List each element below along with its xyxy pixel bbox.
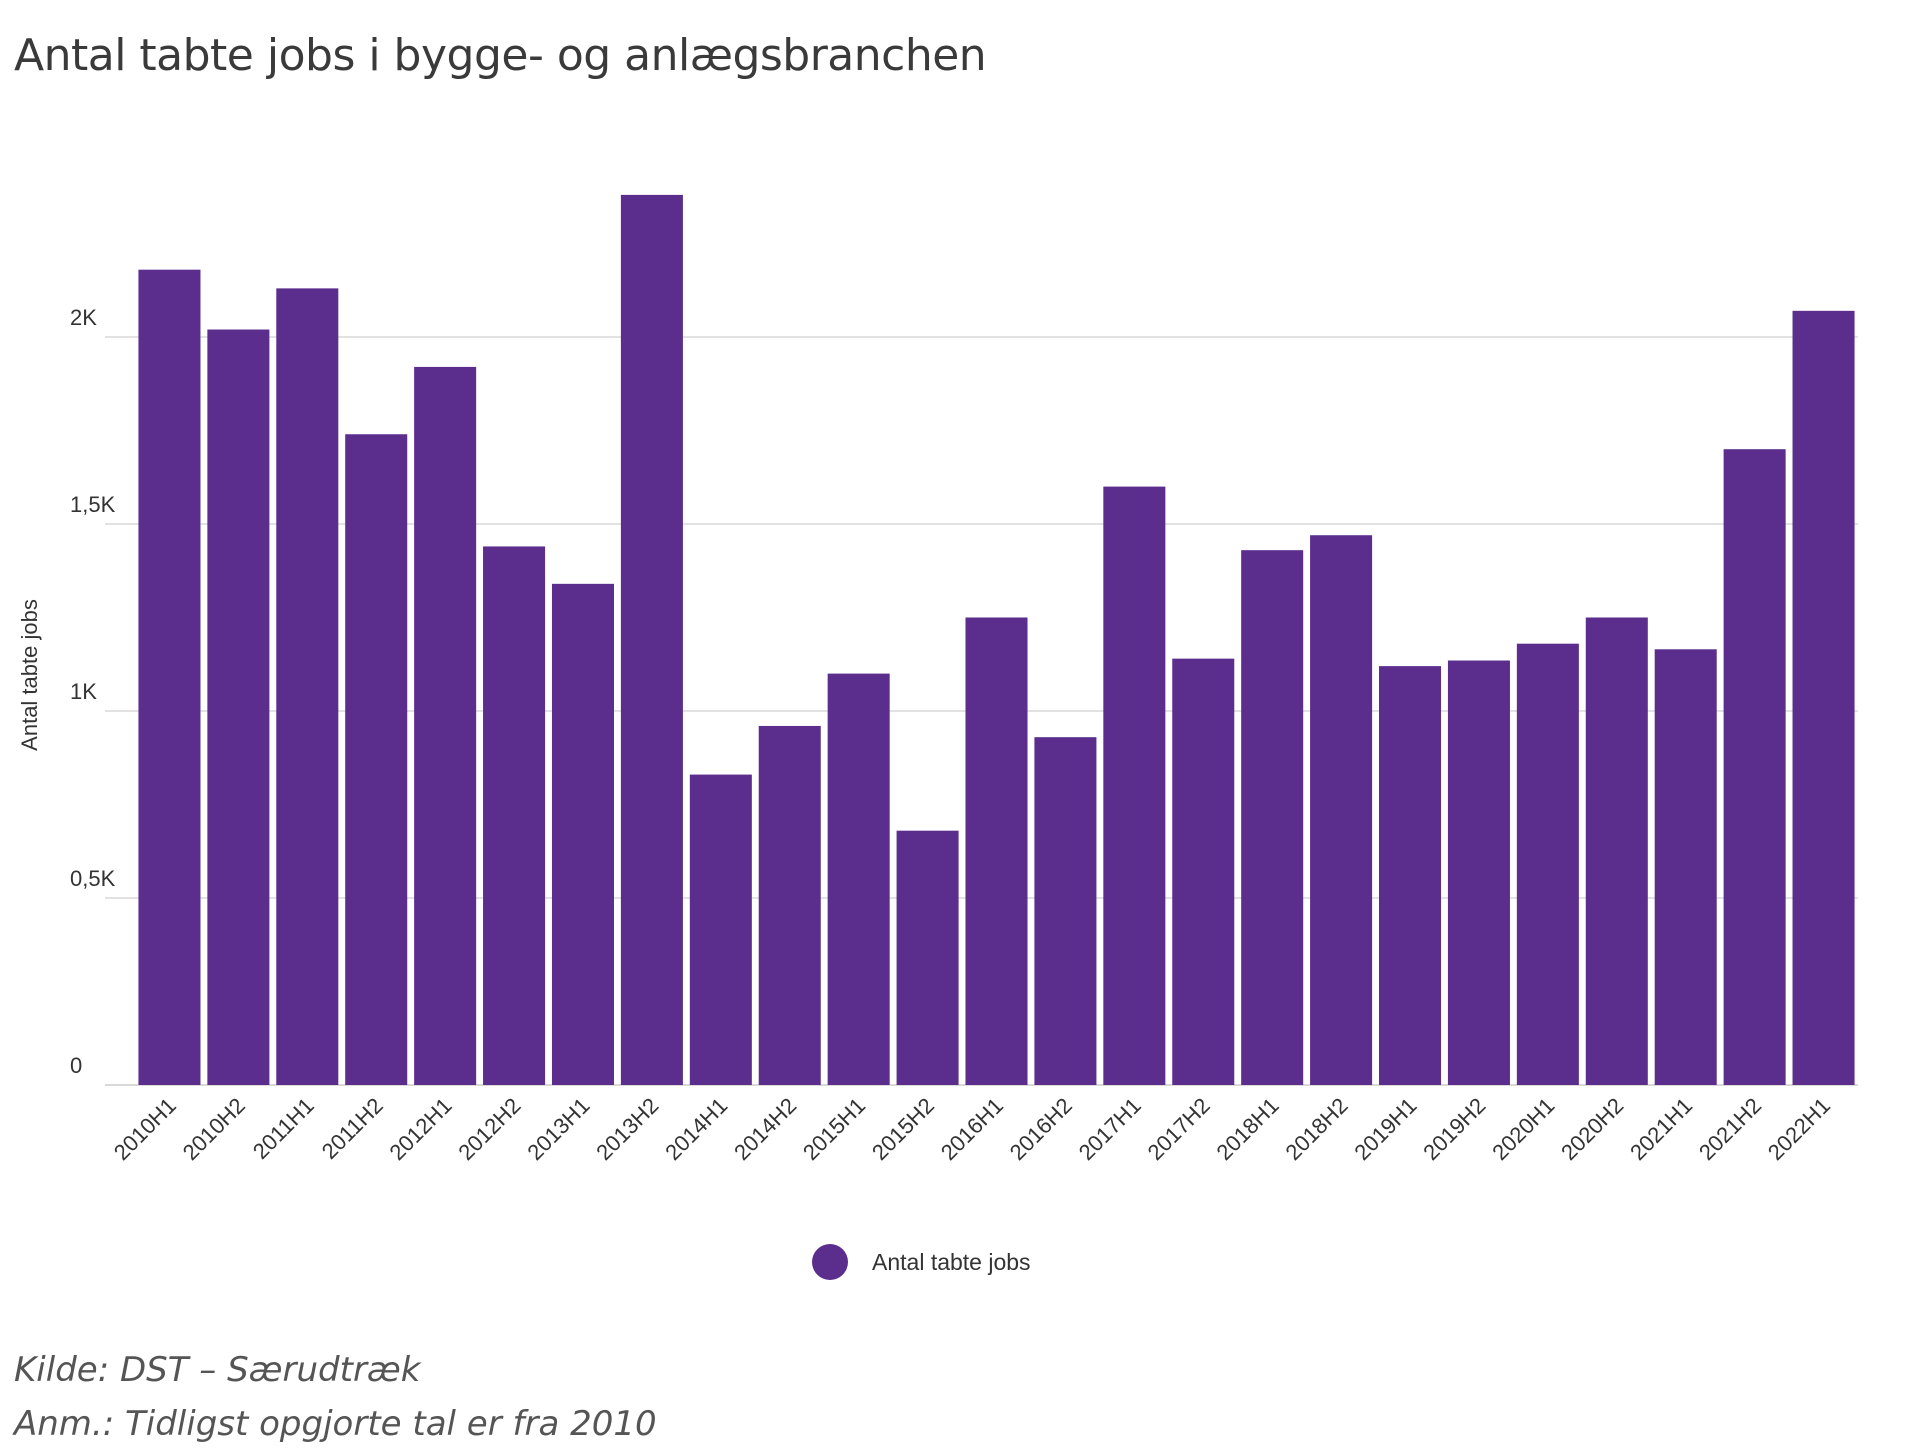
x-tick-label: 2019H1	[1349, 1093, 1421, 1165]
y-tick-label: 1,5K	[70, 492, 116, 517]
x-tick-label: 2018H1	[1212, 1093, 1284, 1165]
bar-2019H1[interactable]	[1379, 666, 1442, 1085]
x-axis-ticks: 2010H12010H22011H12011H22012H12012H22013…	[109, 1093, 1835, 1165]
y-tick-label: 0	[70, 1053, 82, 1078]
bar-2015H1[interactable]	[827, 673, 890, 1085]
x-tick-label: 2021H2	[1694, 1093, 1766, 1165]
x-tick-label: 2020H2	[1556, 1093, 1628, 1165]
x-tick-label: 2021H1	[1625, 1093, 1697, 1165]
bar-2014H2[interactable]	[758, 725, 821, 1085]
x-tick-label: 2010H1	[109, 1093, 181, 1165]
bar-2018H2[interactable]	[1310, 535, 1373, 1085]
bar-2021H2[interactable]	[1723, 449, 1786, 1085]
x-tick-label: 2012H1	[384, 1093, 456, 1165]
x-tick-label: 2012H2	[453, 1093, 525, 1165]
bar-2013H2[interactable]	[620, 194, 683, 1085]
bar-2012H2[interactable]	[483, 546, 546, 1085]
y-tick-label: 0,5K	[70, 866, 116, 891]
x-tick-label: 2016H1	[936, 1093, 1008, 1165]
x-tick-label: 2018H2	[1280, 1093, 1352, 1165]
bar-2015H2[interactable]	[896, 830, 959, 1085]
y-axis-ticks: 0 0,5K 1K 1,5K 2K	[70, 305, 116, 1078]
bar-2011H1[interactable]	[276, 288, 339, 1085]
x-tick-label: 2017H2	[1143, 1093, 1215, 1165]
bar-2016H1[interactable]	[965, 617, 1028, 1086]
bar-2010H1[interactable]	[138, 269, 201, 1085]
legend-label: Antal tabte jobs	[872, 1249, 1031, 1275]
bar-2017H2[interactable]	[1172, 658, 1235, 1085]
bars	[138, 194, 1855, 1086]
x-tick-label: 2010H2	[178, 1093, 250, 1165]
bar-2017H1[interactable]	[1103, 486, 1166, 1086]
bar-2011H2[interactable]	[345, 434, 408, 1085]
x-tick-label: 2014H1	[660, 1093, 732, 1165]
source-note: Kilde: DST – Særudtræk	[14, 1350, 421, 1390]
x-tick-label: 2014H2	[729, 1093, 801, 1165]
legend[interactable]: Antal tabte jobs	[812, 1244, 1031, 1280]
x-tick-label: 2020H1	[1487, 1093, 1559, 1165]
x-tick-label: 2013H2	[591, 1093, 663, 1165]
y-tick-label: 2K	[70, 305, 97, 330]
x-tick-label: 2011H1	[248, 1093, 319, 1164]
x-tick-label: 2019H2	[1418, 1093, 1490, 1165]
bar-2020H1[interactable]	[1516, 643, 1579, 1085]
y-axis-label: Antal tabte jobs	[17, 599, 42, 751]
bar-2018H1[interactable]	[1241, 550, 1304, 1085]
legend-swatch-icon	[812, 1244, 848, 1280]
bar-2019H2[interactable]	[1447, 660, 1510, 1085]
bar-2010H2[interactable]	[207, 329, 270, 1085]
bar-2016H2[interactable]	[1034, 737, 1097, 1085]
remark-note: Anm.: Tidligst opgjorte tal er fra 2010	[14, 1404, 657, 1444]
x-tick-label: 2016H2	[1005, 1093, 1077, 1165]
bar-2021H1[interactable]	[1654, 649, 1717, 1085]
y-tick-label: 1K	[70, 679, 97, 704]
chart-title: Antal tabte jobs i bygge- og anlægsbranc…	[14, 30, 987, 81]
bar-2014H1[interactable]	[689, 774, 752, 1085]
x-tick-label: 2022H1	[1763, 1093, 1835, 1165]
x-tick-label: 2015H1	[798, 1093, 870, 1165]
x-tick-label: 2011H2	[317, 1093, 388, 1164]
bar-2020H2[interactable]	[1585, 617, 1648, 1086]
x-tick-label: 2013H1	[522, 1093, 594, 1165]
x-tick-label: 2015H2	[867, 1093, 939, 1165]
x-tick-label: 2017H1	[1074, 1093, 1146, 1165]
bar-2012H1[interactable]	[414, 366, 477, 1085]
bar-2013H1[interactable]	[551, 583, 614, 1085]
bar-2022H1[interactable]	[1792, 310, 1855, 1085]
